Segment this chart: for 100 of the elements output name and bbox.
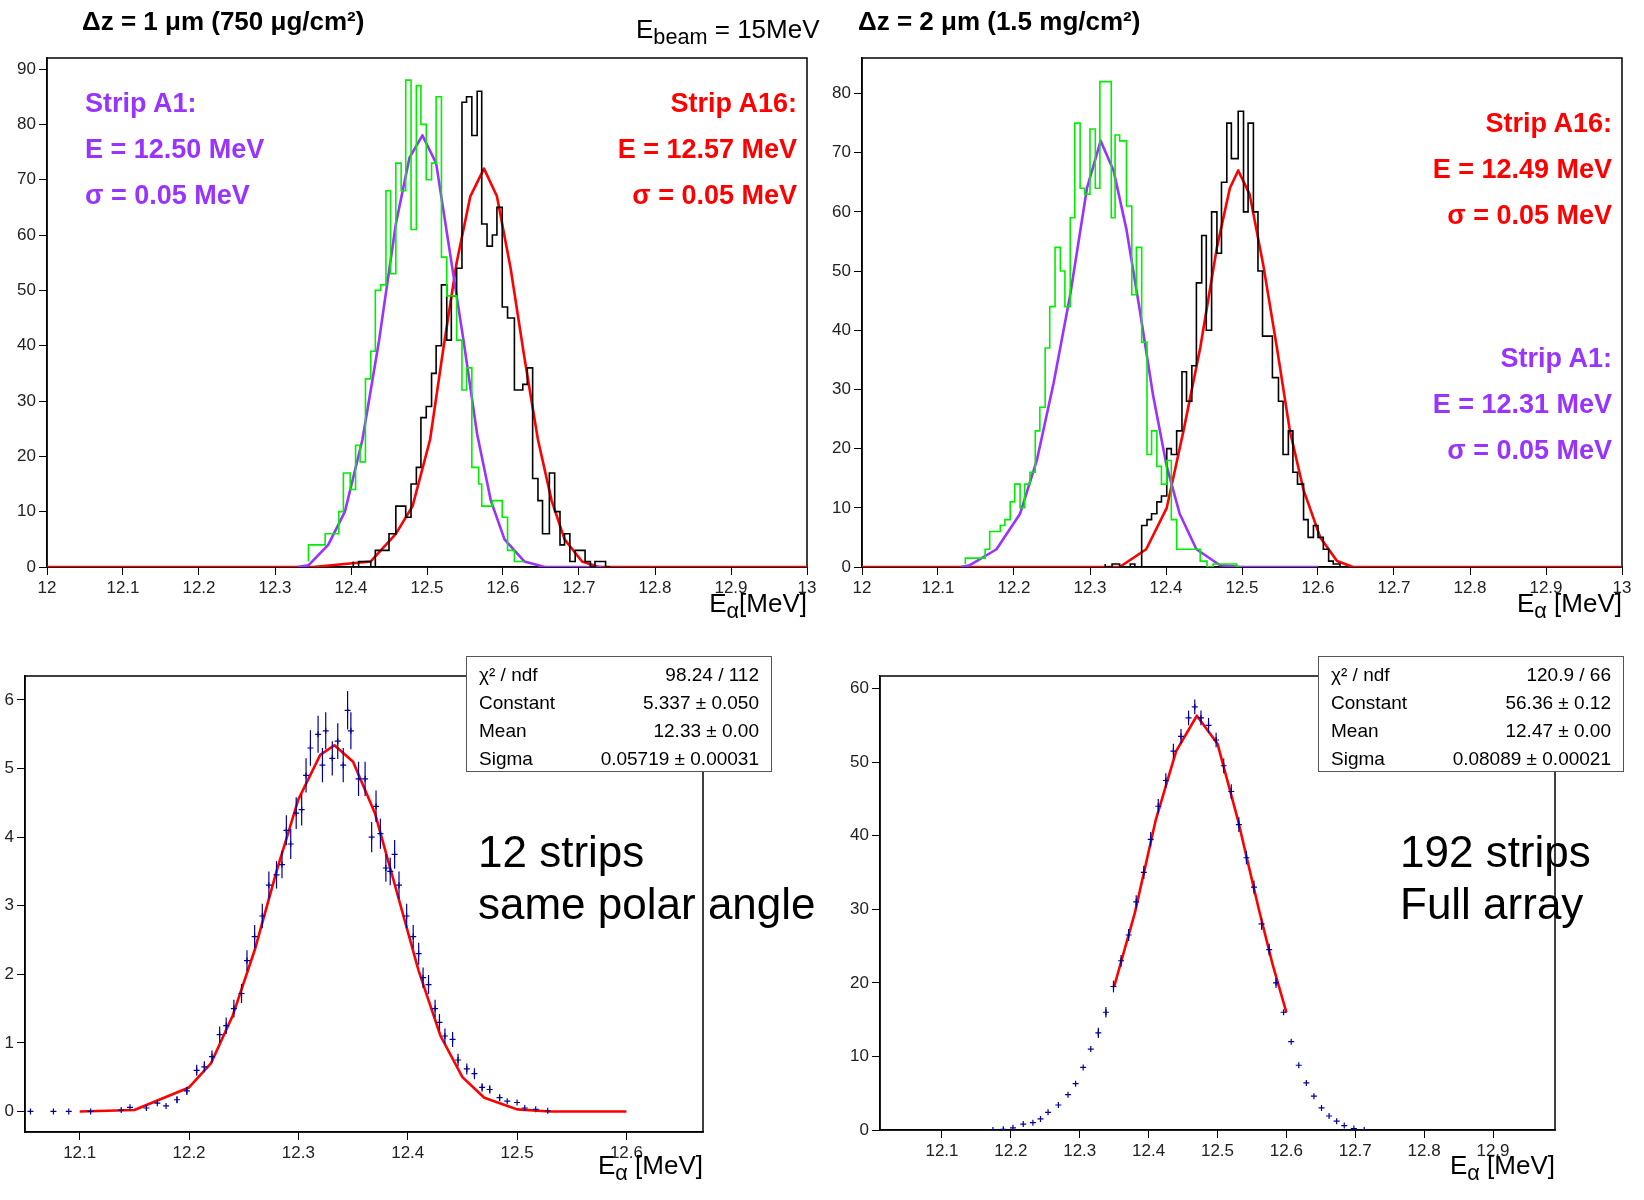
- point: [1310, 1092, 1318, 1100]
- chart-title: Δz = 1 μm (750 μg/cm²): [82, 6, 365, 37]
- annotation: Mean: [1331, 719, 1379, 743]
- annotation: χ² / ndf: [1331, 663, 1390, 687]
- x-tick-label: 12.2: [997, 577, 1031, 597]
- annotation: Constant: [479, 691, 556, 715]
- y-tick-label: 50: [17, 280, 36, 300]
- x-tick-label: 12.2: [994, 1140, 1028, 1160]
- y-tick-label: 30: [850, 898, 869, 918]
- y-tick-label: 40: [850, 825, 869, 845]
- y-tick-label: 5: [4, 758, 14, 778]
- point: [1087, 1045, 1095, 1053]
- annotation: same polar angle: [478, 878, 816, 930]
- point: [1019, 1120, 1027, 1128]
- y-tick-label: 60: [832, 201, 851, 221]
- x-tick-label: 12.3: [258, 577, 292, 597]
- y-tick-label: 90: [17, 58, 36, 78]
- y-tick-label: 10: [832, 497, 851, 517]
- y-tick-label: 60: [850, 678, 869, 698]
- x-tick-label: 12.4: [391, 1142, 425, 1162]
- point: [1350, 1124, 1358, 1130]
- point: [1064, 1091, 1072, 1099]
- point: [1317, 1104, 1326, 1112]
- y-tick-label: 2: [4, 963, 14, 983]
- y-tick-label: 4: [4, 826, 14, 846]
- y-tick-label: 6: [4, 689, 14, 709]
- x-tick-label: 12.1: [921, 577, 955, 597]
- x-tick-label: 12.3: [1073, 577, 1107, 597]
- annotation: 120.9 / 66: [1526, 663, 1611, 687]
- y-tick-label: 20: [850, 972, 869, 992]
- point: [1302, 1079, 1310, 1087]
- y-tick-label: 0: [26, 556, 36, 576]
- x-tick-label: 12.7: [1338, 1140, 1372, 1160]
- y-tick-label: 30: [832, 379, 851, 399]
- y-tick-label: 30: [17, 390, 36, 410]
- y-tick-label: 40: [832, 319, 851, 339]
- y-tick-label: 0: [841, 556, 851, 576]
- annotation: Mean: [479, 719, 527, 743]
- y-tick-label: 40: [17, 335, 36, 355]
- y-tick-label: 10: [17, 501, 36, 521]
- annotation: 0.08089 ± 0.00021: [1452, 747, 1611, 771]
- x-tick-label: 12.7: [562, 577, 596, 597]
- x-tick-label: 12.7: [1377, 577, 1411, 597]
- y-tick-label: 0: [4, 1101, 14, 1121]
- point: [1044, 1108, 1052, 1116]
- y-tick-label: 20: [832, 438, 851, 458]
- x-tick-label: 12: [37, 577, 57, 597]
- y-tick-label: 80: [832, 83, 851, 103]
- annotation: 12.47 ± 0.00: [1505, 719, 1611, 743]
- x-tick-label: 12.1: [925, 1140, 959, 1160]
- point: [1325, 1112, 1333, 1120]
- annotation: Sigma: [1331, 747, 1385, 771]
- y-tick-label: 60: [17, 224, 36, 244]
- annotation: χ² / ndf: [479, 663, 538, 687]
- point: [1036, 1115, 1045, 1123]
- x-tick-label: 12.6: [486, 577, 520, 597]
- x-tick-label: 12.3: [281, 1142, 315, 1162]
- x-tick-label: 12.5: [1225, 577, 1259, 597]
- x-tick-label: 12.6: [1269, 1140, 1303, 1160]
- point: [1009, 1124, 1017, 1130]
- y-tick-label: 20: [17, 446, 36, 466]
- x-tick-label: 12.5: [1200, 1140, 1235, 1160]
- point: [1029, 1119, 1037, 1127]
- x-tick-label: 12.5: [410, 577, 444, 597]
- point: [1054, 1101, 1062, 1109]
- chart-subtitle: E$_{beam}$ = 15MeV: [636, 14, 820, 51]
- y-tick-label: 0: [859, 1119, 869, 1139]
- text: Strip A1: E = 12.31 MeV σ = 0.05 MeV: [1432, 342, 1612, 467]
- chart-title: Δz = 2 μm (1.5 mg/cm²): [858, 6, 1141, 37]
- y-tick-label: 80: [17, 114, 36, 134]
- text: Strip A16: E = 12.57 MeV σ = 0.05 MeV: [617, 87, 797, 212]
- y-tick-label: 10: [850, 1046, 869, 1066]
- y-tick-label: 1: [4, 1032, 14, 1052]
- annotation: Constant: [1331, 691, 1408, 715]
- x-tick-label: 12.3: [1063, 1140, 1097, 1160]
- x-tick-label: 12.8: [638, 577, 672, 597]
- x-tick-label: 12.4: [1132, 1140, 1166, 1160]
- annotation: 12.33 ± 0.00: [653, 719, 759, 743]
- annotation: 0.05719 ± 0.00031: [600, 747, 759, 771]
- annotation: Sigma: [479, 747, 533, 771]
- x-tick-label: 12.8: [1407, 1140, 1441, 1160]
- x-tick-label: 12.4: [334, 577, 368, 597]
- x-tick-label: 12.2: [182, 577, 216, 597]
- x-tick-label: 12.6: [1301, 577, 1335, 597]
- x-tick-label: 12.1: [63, 1142, 97, 1162]
- text: Strip A1: E = 12.50 MeV σ = 0.05 MeV: [85, 87, 265, 212]
- y-tick-label: 50: [832, 260, 851, 280]
- x-tick-label: 12.2: [172, 1142, 206, 1162]
- x-tick-label: 12.1: [106, 577, 140, 597]
- y-tick-label: 50: [850, 751, 869, 771]
- y-tick-label: 70: [832, 142, 851, 162]
- y-tick-label: 70: [17, 169, 36, 189]
- x-tick-label: 12.4: [1149, 577, 1183, 597]
- x-tick-label: 12.5: [500, 1142, 534, 1162]
- annotation: 5.337 ± 0.050: [642, 691, 759, 715]
- text: Strip A16: E = 12.49 MeV σ = 0.05 MeV: [1432, 107, 1612, 232]
- x-tick-label: 12.8: [1453, 577, 1487, 597]
- y-tick-label: 3: [4, 895, 14, 915]
- annotation: 56.36 ± 0.12: [1505, 691, 1611, 715]
- x-tick-label: 12: [852, 577, 872, 597]
